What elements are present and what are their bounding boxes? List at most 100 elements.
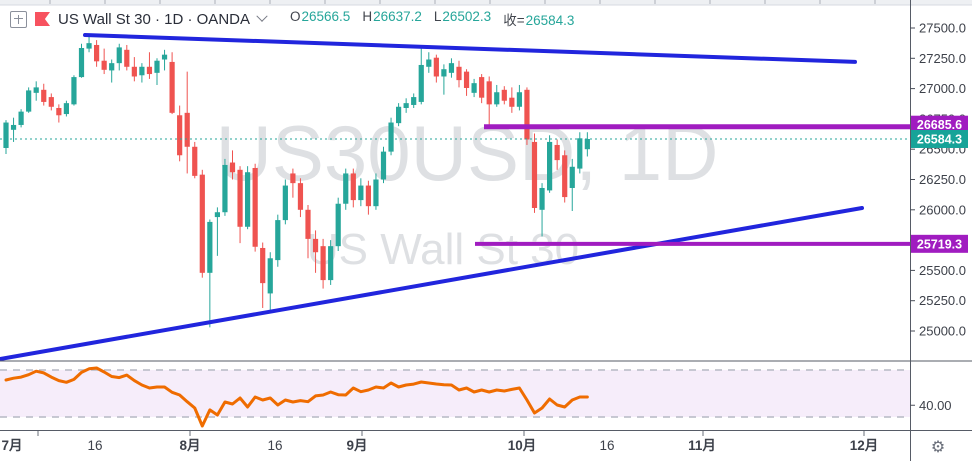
candle-body (396, 106, 402, 124)
candle-body (539, 187, 545, 210)
candle-body (380, 151, 387, 180)
price-badge-teal (911, 129, 968, 148)
candle-body (343, 173, 349, 204)
candle-body (335, 203, 341, 247)
candle-body (328, 246, 334, 281)
time-tick-label[interactable]: 16 (87, 438, 102, 453)
candle-body (207, 221, 213, 273)
time-tick-label[interactable]: 8月 (179, 438, 200, 453)
price-tick-label[interactable]: 27500.0 (919, 21, 966, 36)
candle-body (547, 141, 553, 191)
price-tick-label[interactable]: 26250.0 (919, 172, 966, 187)
rsi-pane (0, 366, 910, 428)
candle-body (554, 144, 560, 161)
time-tick-label[interactable]: 10月 (508, 438, 537, 453)
candle-body (124, 49, 130, 67)
price-tick-label[interactable]: 27000.0 (919, 81, 966, 96)
candle-body (260, 247, 266, 284)
open-value: O26566.5 (289, 9, 351, 24)
price-badge-label: 26584.3 (917, 132, 962, 146)
candle-body (456, 66, 462, 81)
candle-body (33, 87, 39, 93)
high-value: H26637.2 (362, 9, 422, 24)
candle-body (388, 122, 394, 152)
candle-body (109, 63, 115, 71)
candle-body (562, 155, 568, 198)
flag-icon[interactable] (35, 12, 50, 26)
chart-legend: US Wall St 30 · 1D · OANDA O26566.5 H266… (10, 9, 574, 29)
candle-body (10, 124, 17, 130)
candle-body (358, 185, 364, 201)
candle-body (245, 172, 251, 227)
time-tick-label[interactable]: 11月 (688, 438, 716, 453)
candle-body (48, 97, 54, 107)
candle-body (403, 103, 409, 108)
candle-body (275, 220, 281, 261)
candle-body (222, 164, 228, 213)
candle-body (267, 258, 273, 294)
candle-body (441, 69, 447, 77)
trendline-ascending-support[interactable] (0, 205, 864, 361)
add-symbol-icon[interactable] (10, 10, 27, 28)
chevron-down-icon[interactable] (256, 10, 268, 22)
candle-body (320, 246, 326, 281)
time-tick-label[interactable]: 7月 (1, 438, 22, 453)
price-badge-purple (911, 234, 968, 253)
candle-body (486, 81, 492, 105)
candle-body (418, 64, 424, 102)
candle-body (290, 173, 296, 184)
price-tick-label[interactable]: 25000.0 (919, 324, 966, 339)
candle-body (524, 89, 530, 140)
time-tick-label[interactable]: 12月 (850, 438, 879, 453)
candle-body (433, 57, 439, 77)
candle-body (116, 47, 122, 64)
horizontal-rays (475, 124, 910, 246)
candle-body (146, 66, 153, 75)
candle-body (237, 169, 243, 227)
candle-body (509, 97, 515, 107)
rsi-axis-label[interactable]: 40.00 (919, 398, 952, 413)
trendline-descending-resistance[interactable] (83, 33, 857, 64)
low-value: L26502.3 (433, 9, 492, 24)
rsi-line (4, 366, 589, 428)
candle-body (471, 83, 477, 93)
time-tick-label[interactable]: 16 (267, 438, 282, 453)
candle-body (161, 54, 168, 60)
candle-body (214, 212, 220, 218)
candle-body (297, 183, 304, 210)
top-strip (0, 0, 972, 6)
candle-body (305, 209, 311, 239)
candle-body (154, 60, 160, 73)
price-badge-label: 25719.3 (917, 237, 962, 251)
price-badge-purple (911, 115, 968, 134)
symbol-title[interactable]: US Wall St 30 · 1D · OANDA (58, 10, 250, 28)
candle-body (192, 146, 198, 176)
candle-body (131, 66, 137, 77)
candle-body (350, 173, 356, 201)
candle-body (18, 111, 24, 125)
candle-body (448, 63, 455, 73)
price-tick-label[interactable]: 26000.0 (919, 202, 966, 217)
candle-body (139, 66, 145, 76)
candle-body (3, 122, 9, 148)
candle-body (101, 60, 107, 70)
price-tick-label[interactable]: 25250.0 (919, 293, 966, 308)
candle-body (365, 185, 371, 207)
candles-series (3, 36, 590, 328)
price-tick-label[interactable]: 25500.0 (919, 263, 966, 278)
price-tick-label[interactable]: 27250.0 (919, 51, 966, 66)
candle-body (56, 107, 62, 116)
time-tick-label[interactable]: 9月 (346, 438, 367, 453)
candle-body (94, 44, 100, 62)
candle-body (169, 61, 175, 113)
candle-body (584, 138, 590, 150)
candle-body (71, 77, 77, 105)
candle-body (373, 179, 379, 207)
gear-icon[interactable]: ⚙ (931, 437, 945, 456)
time-tick-label[interactable]: 16 (599, 438, 614, 453)
candle-body (426, 59, 432, 67)
